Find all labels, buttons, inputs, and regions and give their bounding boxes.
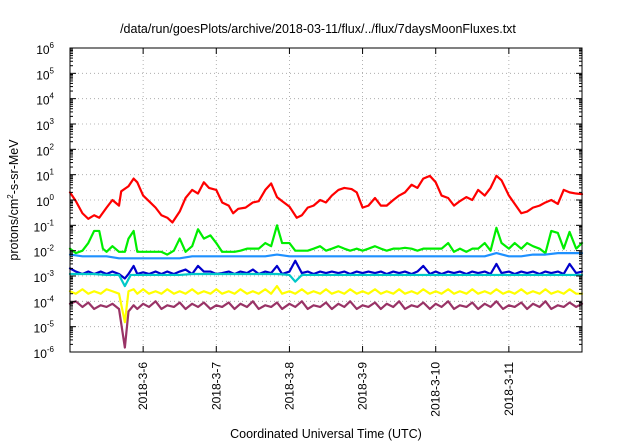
y-tick-label-base: 10 bbox=[36, 170, 50, 184]
y-tick-label-exponent: 4 bbox=[50, 92, 55, 101]
y-tick-label-base: 10 bbox=[34, 322, 48, 336]
y-tick-label-base: 10 bbox=[36, 195, 50, 209]
y-tick-label-base: 10 bbox=[36, 144, 50, 158]
y-tick-label: 101 bbox=[36, 168, 54, 184]
y-tick-label-exponent: 1 bbox=[50, 168, 55, 177]
y-tick-label: 10-4 bbox=[34, 294, 55, 310]
y-tick-label: 100 bbox=[36, 193, 54, 209]
y-tick-label: 10-3 bbox=[34, 269, 55, 285]
y-tick-label: 103 bbox=[36, 117, 54, 133]
series-line bbox=[68, 252, 584, 260]
y-tick-label-exponent: -2 bbox=[47, 244, 55, 253]
series-line bbox=[68, 300, 584, 349]
y-tick-label-base: 10 bbox=[36, 43, 50, 57]
y-axis-label-base: protons/cm bbox=[7, 199, 21, 261]
y-axis-label-sup: 2 bbox=[6, 194, 15, 199]
series-line bbox=[68, 224, 584, 256]
y-axis-label: protons/cm2-s-sr-MeV bbox=[6, 139, 21, 261]
x-tick-label: 2018-3-8 bbox=[282, 362, 296, 410]
x-tick-label: 2018-3-6 bbox=[136, 362, 150, 410]
y-axis-label-rest: -s-sr-MeV bbox=[7, 139, 21, 195]
y-tick-label: 105 bbox=[36, 66, 54, 82]
y-tick-label-base: 10 bbox=[36, 68, 50, 82]
series-line bbox=[68, 259, 584, 280]
y-tick-label: 10-1 bbox=[34, 218, 55, 234]
y-tick-label-exponent: -3 bbox=[47, 269, 55, 278]
y-tick-label-exponent: 3 bbox=[50, 117, 55, 126]
y-tick-label-exponent: -6 bbox=[47, 345, 55, 354]
y-tick-label-exponent: 5 bbox=[50, 66, 55, 75]
y-tick-label-exponent: 2 bbox=[50, 142, 55, 151]
y-tick-label-exponent: -5 bbox=[47, 320, 55, 329]
series-layer bbox=[68, 174, 584, 349]
y-tick-label-base: 10 bbox=[34, 246, 48, 260]
series-line bbox=[68, 284, 584, 324]
y-tick-label-base: 10 bbox=[34, 271, 48, 285]
y-tick-label: 106 bbox=[36, 41, 54, 57]
y-tick-label: 10-2 bbox=[34, 244, 55, 260]
y-tick-label-exponent: -4 bbox=[47, 294, 55, 303]
y-tick-label-base: 10 bbox=[36, 119, 50, 133]
y-tick-label-exponent: 0 bbox=[50, 193, 55, 202]
y-tick-label: 10-5 bbox=[34, 320, 55, 336]
x-tick-label: 2018-3-11 bbox=[502, 362, 516, 416]
series-line bbox=[68, 272, 584, 288]
x-tick-label: 2018-3-9 bbox=[356, 362, 370, 410]
y-tick-label-base: 10 bbox=[34, 347, 48, 361]
y-tick-labels: 10-610-510-410-310-210-11001011021031041… bbox=[34, 41, 55, 361]
y-tick-label: 10-6 bbox=[34, 345, 55, 361]
tick-layer bbox=[70, 47, 582, 353]
y-tick-label: 104 bbox=[36, 92, 54, 108]
x-tick-label: 2018-3-7 bbox=[209, 362, 223, 410]
y-tick-label-base: 10 bbox=[34, 220, 48, 234]
y-tick-label-base: 10 bbox=[36, 94, 50, 108]
y-tick-label-exponent: 6 bbox=[50, 41, 55, 50]
y-tick-label: 102 bbox=[36, 142, 54, 158]
x-tick-labels: 2018-3-6 2018-3-7 2018-3-8 2018-3-9 2018-3-1… bbox=[136, 362, 516, 417]
x-axis-label: Coordinated Universal Time (UTC) bbox=[230, 427, 422, 441]
y-tick-label-exponent: -1 bbox=[47, 218, 55, 227]
series-line bbox=[68, 174, 584, 224]
y-tick-label-base: 10 bbox=[34, 296, 48, 310]
chart-title: /data/run/goesPlots/archive/2018-03-11/f… bbox=[120, 22, 516, 36]
x-tick-label: 2018-3-10 bbox=[429, 362, 443, 417]
